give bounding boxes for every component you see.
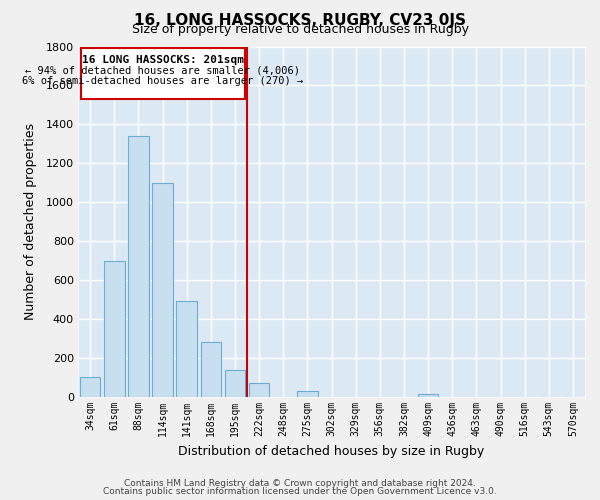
Text: Contains public sector information licensed under the Open Government Licence v3: Contains public sector information licen… xyxy=(103,487,497,496)
Text: 16 LONG HASSOCKS: 201sqm: 16 LONG HASSOCKS: 201sqm xyxy=(82,56,244,66)
Text: ← 94% of detached houses are smaller (4,006): ← 94% of detached houses are smaller (4,… xyxy=(25,66,300,76)
Bar xyxy=(249,383,269,397)
Bar xyxy=(176,302,197,397)
Bar xyxy=(297,391,317,397)
X-axis label: Distribution of detached houses by size in Rugby: Distribution of detached houses by size … xyxy=(178,444,485,458)
Text: Contains HM Land Registry data © Crown copyright and database right 2024.: Contains HM Land Registry data © Crown c… xyxy=(124,478,476,488)
Text: 6% of semi-detached houses are larger (270) →: 6% of semi-detached houses are larger (2… xyxy=(22,76,303,86)
FancyBboxPatch shape xyxy=(80,48,245,99)
Bar xyxy=(104,260,125,397)
Bar xyxy=(80,378,100,397)
Bar xyxy=(200,342,221,397)
Text: 16, LONG HASSOCKS, RUGBY, CV23 0JS: 16, LONG HASSOCKS, RUGBY, CV23 0JS xyxy=(134,12,466,28)
Text: Size of property relative to detached houses in Rugby: Size of property relative to detached ho… xyxy=(131,24,469,36)
Bar xyxy=(128,136,149,397)
Bar xyxy=(152,182,173,397)
Y-axis label: Number of detached properties: Number of detached properties xyxy=(25,123,37,320)
Bar xyxy=(418,394,439,397)
Bar xyxy=(225,370,245,397)
